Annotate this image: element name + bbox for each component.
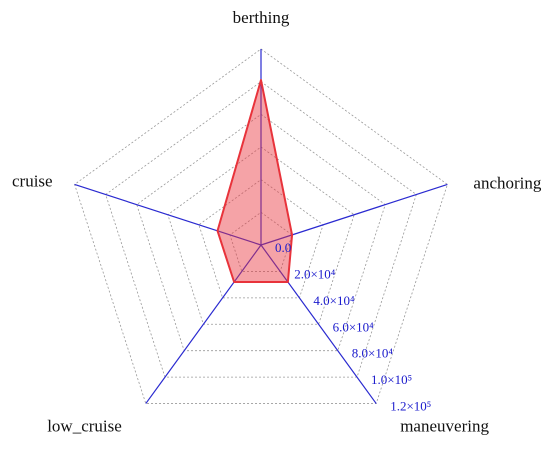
r-tick-label: 6.0×10⁴: [333, 319, 375, 334]
r-tick-label: 8.0×10⁴: [352, 346, 394, 361]
r-tick-label: 0.0: [275, 240, 291, 255]
r-tick-label: 4.0×10⁴: [313, 293, 355, 308]
category-label: low_cruise: [47, 416, 122, 435]
grid-ring: [229, 211, 293, 272]
grid-ring: [74, 48, 448, 404]
axis-line: [145, 244, 262, 404]
r-tick-label: 1.0×10⁵: [371, 372, 412, 387]
r-tick-label: 2.0×10⁴: [294, 266, 336, 281]
grid-ring: [105, 81, 417, 378]
radar-area: [216, 79, 294, 283]
category-label: berthing: [233, 8, 290, 27]
category-label: anchoring: [473, 173, 541, 192]
axis-line: [260, 244, 377, 404]
category-label: maneuvering: [400, 416, 489, 435]
category-label: cruise: [12, 171, 53, 190]
r-tick-label: 1.2×10⁵: [390, 399, 431, 414]
grid-ring: [136, 113, 386, 352]
axis-line: [74, 183, 262, 246]
grid-ring: [167, 146, 355, 325]
grid-ring: [198, 179, 324, 299]
